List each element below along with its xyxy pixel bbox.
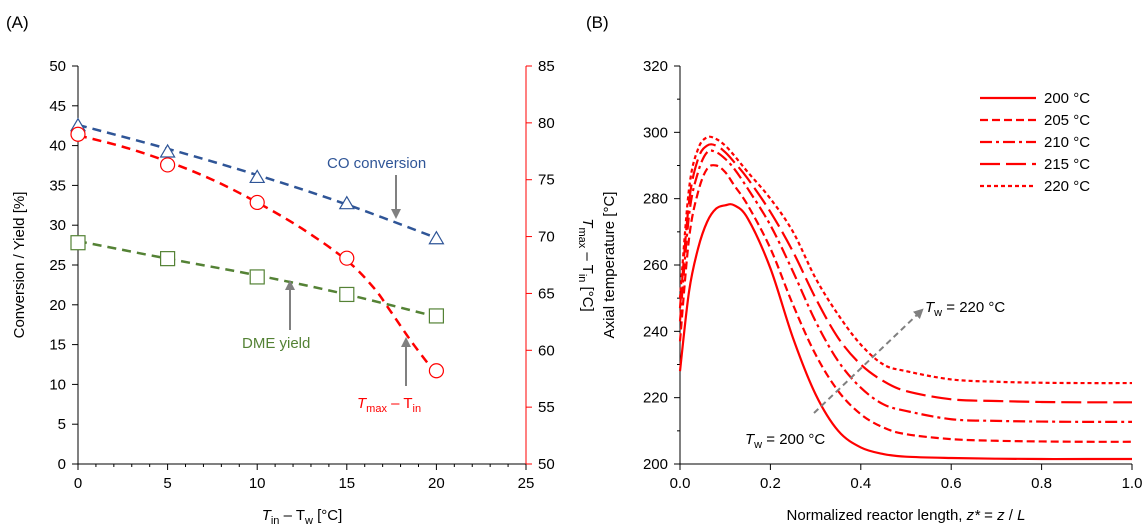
chart-a-circle-marker <box>428 363 444 379</box>
chart-b-x-tick-label: 0.2 <box>760 475 781 492</box>
chart-a-x-tick-label: 15 <box>338 475 355 492</box>
chart-a-triangle-marker <box>249 169 266 184</box>
chart-a-x-tick-label: 25 <box>518 475 535 492</box>
chart-a-circle-marker <box>70 126 86 142</box>
chart-b-y-tick-label: 320 <box>643 58 668 75</box>
chart-a-y-left-tick-label: 25 <box>49 257 66 274</box>
chart-b-series-line-3 <box>678 143 1133 404</box>
annotation-co-conversion: CO conversion <box>327 155 426 172</box>
chart-a-y-right-tick-label: 55 <box>538 399 555 416</box>
chart-a-y-left-tick-label: 20 <box>49 297 66 314</box>
chart-a-square-marker <box>160 251 176 267</box>
chart-a-x-label: Tin – Tw [°C] <box>262 507 343 527</box>
chart-a-circle-marker <box>160 157 176 173</box>
chart-a-y-right-tick-label: 50 <box>538 456 555 473</box>
chart-a-series-2-fit-line <box>77 134 438 374</box>
panel-a-label: (A) <box>6 13 29 32</box>
chart-a-y-left-tick-label: 35 <box>49 177 66 194</box>
chart-a: 0 5 10 15 20 25 0 5 10 15 20 25 30 35 40 45 50 50 55 60 65 70… <box>11 58 596 527</box>
chart-a-x-tick-label: 20 <box>428 475 445 492</box>
chart-a-y-right-tick-label: 60 <box>538 342 555 359</box>
chart-a-y-right-tick-label: 80 <box>538 115 555 132</box>
chart-a-square-marker <box>339 286 355 303</box>
chart-a-y-right-tick-label: 70 <box>538 229 555 246</box>
chart-a-y-right-tick-label: 65 <box>538 285 555 302</box>
chart-a-y-right-tick-label: 85 <box>538 58 555 75</box>
legend-label-1: 205 °C <box>1044 112 1090 129</box>
chart-a-y-left-label: Conversion / Yield [%] <box>11 192 28 339</box>
chart-b-x-tick-label: 0.0 <box>670 475 691 492</box>
panel-b-label: (B) <box>586 13 609 32</box>
chart-a-y-left-tick-label: 30 <box>49 217 66 234</box>
chart-b-x-tick-label: 0.6 <box>941 475 962 492</box>
chart-a-y-left-tick-label: 45 <box>49 98 66 115</box>
chart-a-triangle-marker <box>159 143 176 158</box>
chart-b-series-line-1 <box>678 164 1133 443</box>
chart-b-y-label: Axial temperature [°C] <box>601 192 618 339</box>
chart-a-square-marker <box>249 269 265 285</box>
annotation-tw-220: Tw = 220 °C <box>925 299 1005 319</box>
chart-b-y-tick-label: 240 <box>643 323 668 340</box>
chart-b-x-tick-label: 0.4 <box>850 475 871 492</box>
chart-a-y-right-tick-label: 75 <box>538 172 555 189</box>
chart-a-y-left-tick-label: 50 <box>49 58 66 75</box>
chart-a-square-marker <box>70 235 86 251</box>
chart-b-y-tick-label: 220 <box>643 390 668 407</box>
chart-b-series-line-4 <box>678 135 1133 385</box>
legend-label-3: 215 °C <box>1044 156 1090 173</box>
chart-b-x-tick-label: 0.8 <box>1031 475 1052 492</box>
legend: 200 °C 205 °C 210 °C 215 °C 220 °C <box>980 90 1090 195</box>
annotation-tw-200: Tw = 200 °C <box>745 431 825 451</box>
legend-label-2: 210 °C <box>1044 134 1090 151</box>
chart-b: 0.0 0.2 0.4 0.6 0.8 1.0200220240260280300320 … <box>601 58 1142 524</box>
chart-a-circle-marker <box>339 250 355 266</box>
chart-b-series-line-0 <box>678 203 1132 461</box>
legend-label-4: 220 °C <box>1044 178 1090 195</box>
chart-b-y-tick-label: 280 <box>643 191 668 208</box>
annotation-dt: Tmax – Tin <box>357 395 421 415</box>
chart-a-x-tick-label: 0 <box>74 475 82 492</box>
chart-a-x-tick-label: 5 <box>163 475 171 492</box>
annotation-dme-yield: DME yield <box>242 335 310 352</box>
chart-a-circle-marker <box>249 194 265 211</box>
legend-label-0: 200 °C <box>1044 90 1090 107</box>
chart-b-x-label: Normalized reactor length, z* = z / L <box>787 507 1026 524</box>
chart-a-triangle-marker <box>338 195 355 210</box>
chart-a-square-marker <box>428 308 444 324</box>
chart-a-y-left-tick-label: 0 <box>58 456 66 473</box>
chart-b-y-tick-label: 200 <box>643 456 668 473</box>
chart-b-x-tick-label: 1.0 <box>1122 475 1143 492</box>
chart-a-y-right-label: Tmax – Tin [°C] <box>576 218 596 311</box>
chart-a-x-tick-label: 10 <box>249 475 266 492</box>
chart-a-y-left-tick-label: 5 <box>58 416 66 433</box>
chart-b-y-tick-label: 260 <box>643 257 668 274</box>
arrow-tw <box>813 308 924 414</box>
chart-a-y-left-tick-label: 40 <box>49 138 66 155</box>
chart-a-triangle-marker <box>428 230 445 245</box>
chart-b-series-line-2 <box>678 149 1133 424</box>
chart-a-y-left-tick-label: 15 <box>49 337 66 354</box>
chart-a-y-left-tick-label: 10 <box>49 376 66 393</box>
chart-b-y-tick-label: 300 <box>643 124 668 141</box>
